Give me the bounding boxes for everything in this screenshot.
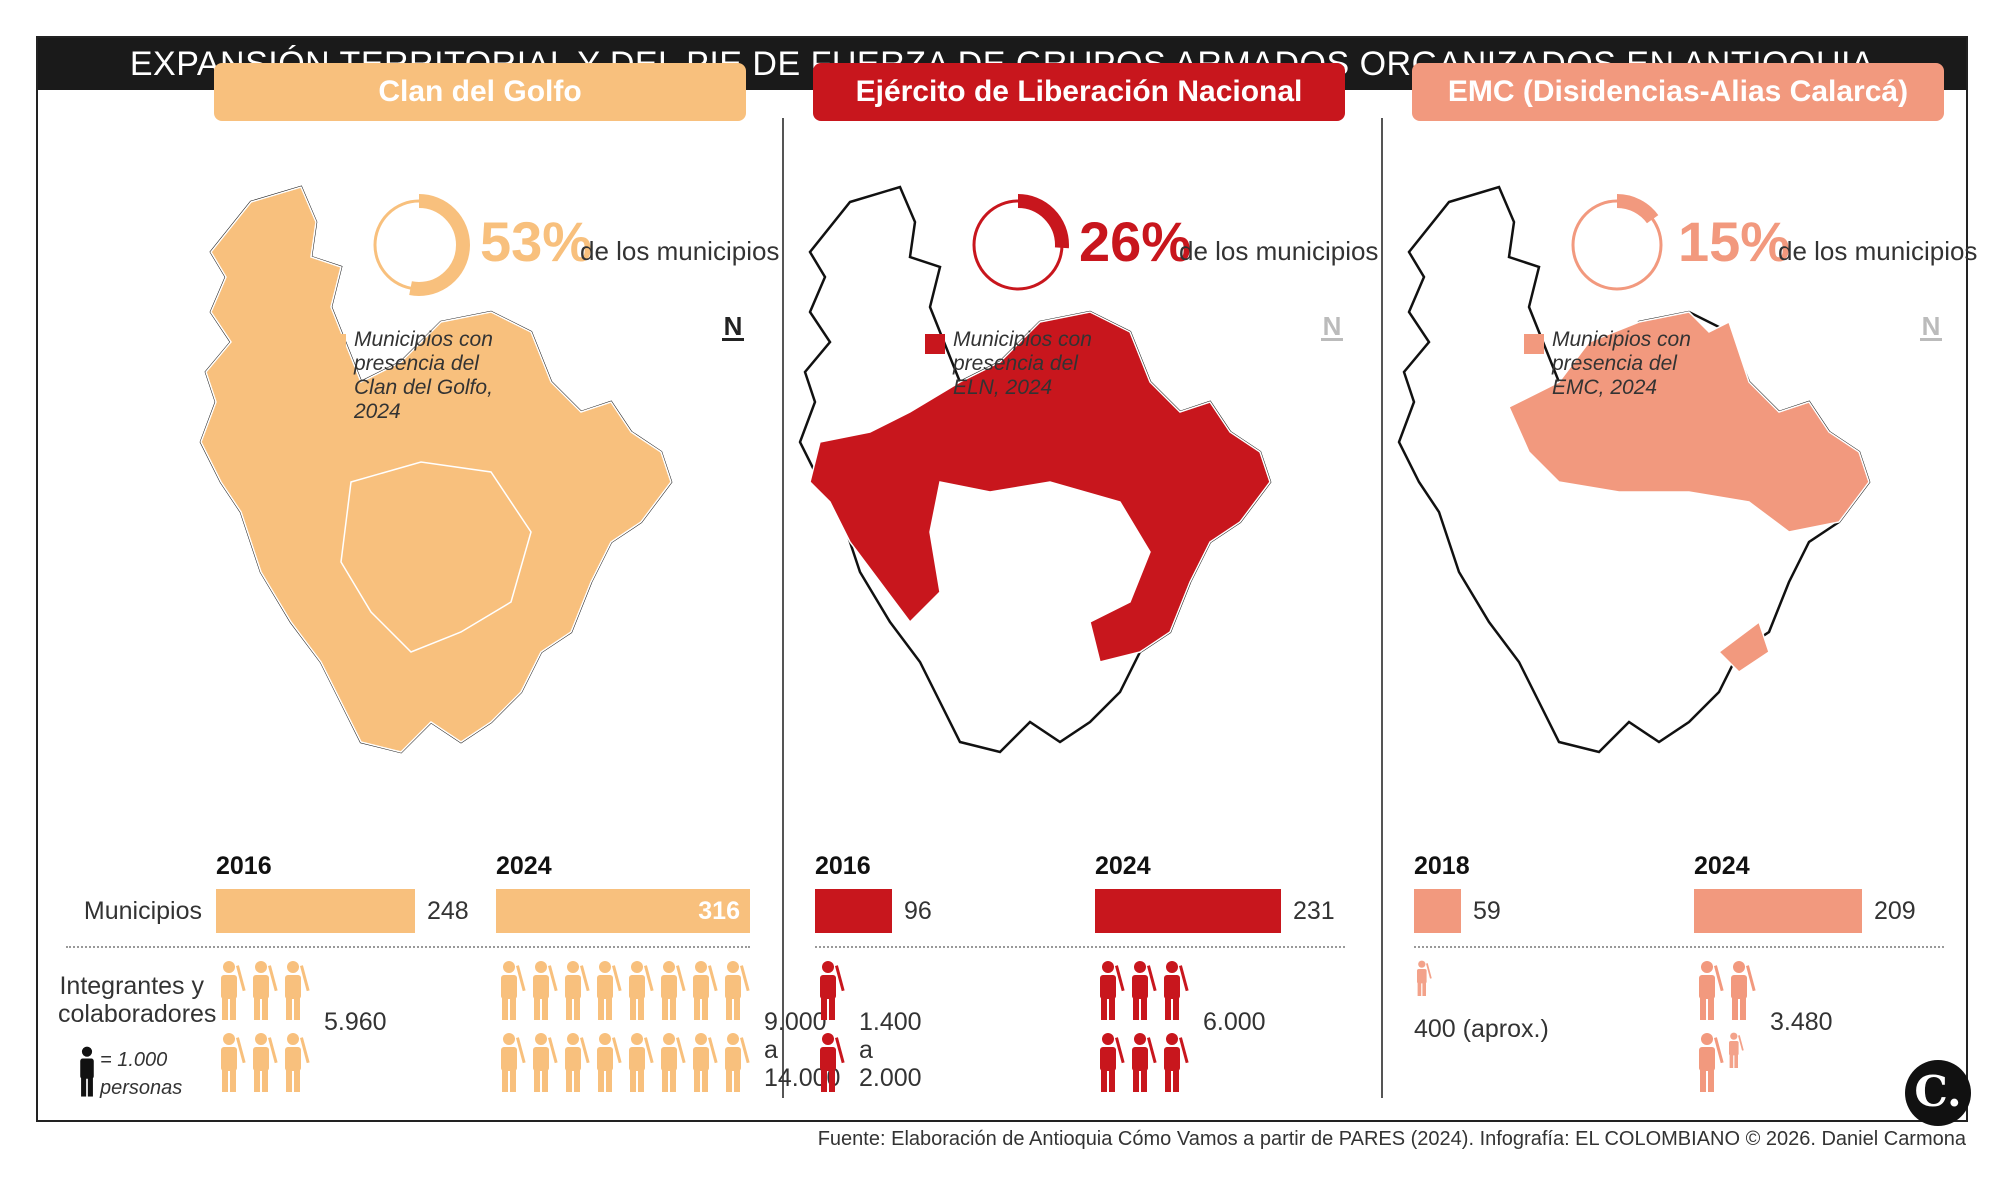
person-icon (253, 1033, 278, 1092)
year-label: 2016 (216, 852, 272, 880)
group-title: Ejército de Liberación Nacional (ELN) (813, 63, 1345, 166)
person-icon (1699, 961, 1724, 1020)
integrantes-value: 3.480 (1770, 1008, 1833, 1036)
donut-share-arc (1566, 194, 1668, 296)
north-arrow-icon: N (722, 311, 744, 341)
legend-text: Municipios con presencia del EMC, 2024 (1552, 328, 1691, 399)
municipios-bar (216, 889, 415, 933)
person-icon (597, 961, 622, 1020)
person-icon (285, 961, 310, 1020)
share-percent: 26% (1079, 210, 1192, 273)
north-arrow-icon: N (1920, 311, 1942, 341)
person-icon (533, 1033, 558, 1092)
presence-area (200, 186, 672, 753)
municipios-bar (1694, 889, 1862, 933)
person-icon (725, 961, 750, 1020)
person-icon (501, 961, 526, 1020)
person-icon (725, 1033, 750, 1092)
municipios-row-label: Municipios (83, 897, 202, 925)
separator-line (66, 946, 750, 948)
legend-text: Municipios con presencia del ELN, 2024 (953, 328, 1092, 399)
integrantes-value: 5.960 (324, 1008, 387, 1036)
person-icon (1699, 1033, 1724, 1092)
bar-value: 209 (1874, 897, 1916, 925)
person-icon (1164, 1033, 1189, 1092)
person-icon (597, 1033, 622, 1092)
donut-share-arc (368, 194, 470, 296)
person-icon (1729, 1032, 1744, 1068)
person-icon (1164, 961, 1189, 1020)
integrantes-value: 6.000 (1203, 1008, 1266, 1036)
year-label: 2018 (1414, 852, 1470, 880)
presence-area (1508, 311, 1870, 673)
person-icon (221, 1033, 246, 1092)
integrantes-row-label: Integrantes y colaboradores (58, 972, 217, 1028)
municipios-bar (496, 889, 750, 933)
share-donut (967, 194, 1069, 296)
person-icon (1100, 1033, 1125, 1092)
person-icon (285, 1033, 310, 1092)
integrantes-value: 1.400 a 2.000 (859, 1008, 922, 1092)
person-icon (1132, 1033, 1157, 1092)
person-icon (1132, 961, 1157, 1020)
person-key-icon (80, 1046, 94, 1097)
legend-swatch (1524, 334, 1544, 354)
separator-line (815, 946, 1345, 948)
antioquia-map (199, 185, 673, 754)
person-icon (533, 961, 558, 1020)
person-icon (820, 961, 845, 1020)
year-label: 2024 (1095, 852, 1151, 880)
person-icon (661, 961, 686, 1020)
antioquia-map (1397, 185, 1871, 754)
legend-swatch (326, 334, 346, 354)
person-icon (1731, 961, 1756, 1020)
person-icon (629, 1033, 654, 1092)
person-icon (1100, 961, 1125, 1020)
group-title: EMC (Disidencias-Alias Calarcá) (1412, 63, 1944, 121)
person-icon (1417, 960, 1432, 996)
bar-value: 248 (427, 897, 469, 925)
person-icon (253, 961, 278, 1020)
presence-area (809, 311, 1271, 663)
legend-text: Municipios con presencia del Clan del Go… (354, 328, 493, 423)
integrantes-value: 400 (aprox.) (1414, 1015, 1549, 1043)
bar-value: 231 (1293, 897, 1335, 925)
bar-value: 59 (1473, 897, 1501, 925)
municipios-bar (1095, 889, 1281, 933)
share-text: de los municipios (580, 236, 780, 266)
separator-line (1414, 946, 1944, 948)
municipios-bar (815, 889, 892, 933)
share-donut (368, 194, 470, 296)
person-icon (501, 1033, 526, 1092)
share-text: de los municipios (1179, 236, 1379, 266)
bar-value: 96 (904, 897, 932, 925)
person-icon (565, 961, 590, 1020)
el-colombiano-logo: C. (1905, 1060, 1971, 1126)
panel-divider (782, 118, 784, 1098)
share-text: de los municipios (1778, 236, 1978, 266)
share-percent: 53% (480, 210, 593, 273)
person-icon (661, 1033, 686, 1092)
person-icon (693, 1033, 718, 1092)
share-donut (1566, 194, 1668, 296)
year-label: 2016 (815, 852, 871, 880)
panel-divider (1381, 118, 1383, 1098)
figure-key: = 1.000 personas (100, 1049, 183, 1099)
person-icon (820, 1033, 845, 1092)
year-label: 2024 (1694, 852, 1750, 880)
legend-swatch (925, 334, 945, 354)
share-percent: 15% (1678, 210, 1791, 273)
donut-share-arc (967, 194, 1069, 296)
person-icon (693, 961, 718, 1020)
person-icon (629, 961, 654, 1020)
antioquia-map (798, 185, 1272, 754)
group-title: Clan del Golfo (214, 63, 746, 121)
person-icon (565, 1033, 590, 1092)
north-arrow-icon: N (1321, 311, 1343, 341)
source-note: Fuente: Elaboración de Antioquia Cómo Va… (817, 1128, 1966, 1150)
municipios-bar (1414, 889, 1461, 933)
bar-value: 316 (698, 897, 740, 925)
year-label: 2024 (496, 852, 552, 880)
person-icon (221, 961, 246, 1020)
